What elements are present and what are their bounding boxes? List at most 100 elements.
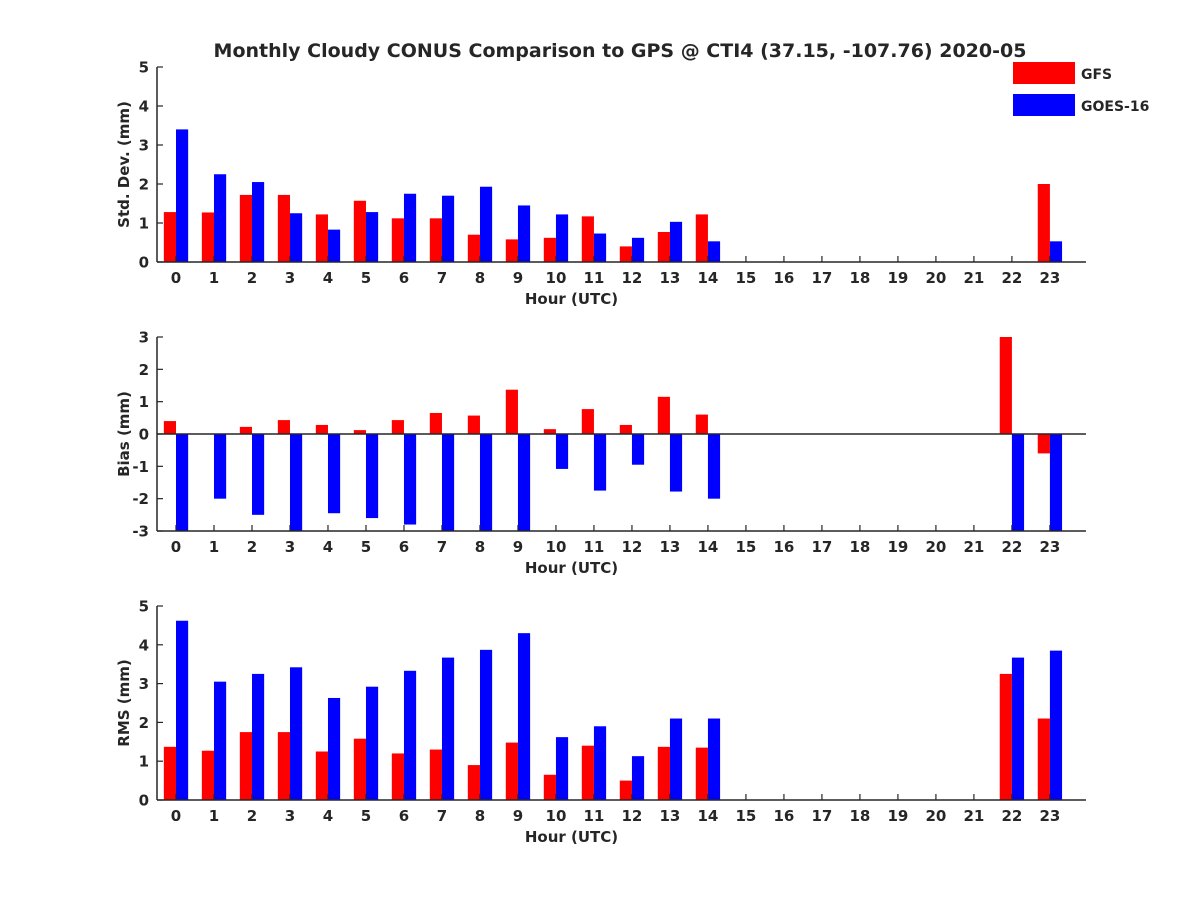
stddev-xtick-label: 12 <box>622 269 643 287</box>
rms-bar-gfs-7 <box>429 749 442 800</box>
bias-bar-goes16-1 <box>213 434 227 499</box>
bias-xtick-label: 22 <box>1001 538 1022 556</box>
stddev-xtick-label: 20 <box>925 269 946 287</box>
stddev-bar-goes16-11 <box>593 233 607 262</box>
rms-xtick-label: 4 <box>323 807 333 825</box>
stddev-xtick-label: 0 <box>171 269 181 287</box>
rms-bar-goes16-12 <box>631 756 645 800</box>
bias-bar-goes16-23 <box>1049 434 1063 531</box>
stddev-bar-gfs-13 <box>657 231 670 262</box>
bias-bar-gfs-22 <box>999 337 1012 434</box>
rms-bar-goes16-3 <box>289 667 303 800</box>
stddev-xtick-label: 11 <box>584 269 605 287</box>
stddev-xtick-label: 6 <box>399 269 409 287</box>
stddev-bar-gfs-7 <box>429 218 442 262</box>
bias-xtick-label: 16 <box>773 538 794 556</box>
rms-xtick-label: 5 <box>361 807 371 825</box>
bias-ytick-label: -1 <box>132 458 149 476</box>
rms-bar-gfs-14 <box>695 747 708 800</box>
rms-ylabel: RMS (mm) <box>115 659 133 746</box>
rms-xtick-label: 18 <box>849 807 870 825</box>
bias-xtick-label: 19 <box>887 538 908 556</box>
stddev-bar-gfs-5 <box>353 200 366 262</box>
stddev-xtick-label: 15 <box>735 269 756 287</box>
bias-ylabel: Bias (mm) <box>115 391 133 477</box>
rms-xtick-label: 3 <box>285 807 295 825</box>
bias-xtick-label: 15 <box>735 538 756 556</box>
bias-bar-gfs-10 <box>543 429 556 434</box>
stddev-xtick-label: 7 <box>437 269 447 287</box>
bias-xtick-label: 0 <box>171 538 181 556</box>
bias-ytick-label: -2 <box>132 490 149 508</box>
rms-xtick-label: 12 <box>622 807 643 825</box>
rms-bar-goes16-6 <box>403 670 417 800</box>
stddev-bar-gfs-10 <box>543 237 556 262</box>
bias-bar-gfs-23 <box>1037 434 1050 454</box>
rms-bar-goes16-0 <box>176 620 189 800</box>
bias-bar-gfs-7 <box>429 412 442 434</box>
rms-ytick-label: 3 <box>139 675 149 693</box>
stddev-ylabel: Std. Dev. (mm) <box>115 101 133 228</box>
rms-bar-gfs-0 <box>163 746 176 800</box>
rms-ytick-label: 1 <box>139 753 149 771</box>
bias-xtick-label: 3 <box>285 538 295 556</box>
bias-xtick-label: 21 <box>963 538 984 556</box>
rms-xtick-label: 22 <box>1001 807 1022 825</box>
stddev-ytick-label: 4 <box>139 98 149 116</box>
stddev-xtick-label: 14 <box>698 269 719 287</box>
legend: GFS GOES-16 <box>1013 62 1149 116</box>
stddev-bar-gfs-12 <box>619 246 632 262</box>
stddev-xtick-label: 8 <box>475 269 485 287</box>
rms-bar-gfs-2 <box>239 732 252 800</box>
rms-bar-gfs-10 <box>543 774 556 800</box>
bias-ytick-label: 2 <box>139 361 149 379</box>
bias-bar-goes16-11 <box>593 434 607 491</box>
stddev-bar-gfs-8 <box>467 234 480 262</box>
stddev-bar-goes16-9 <box>517 205 531 262</box>
stddev-xtick-label: 4 <box>323 269 333 287</box>
stddev-bar-gfs-9 <box>505 239 518 262</box>
bias-xtick-label: 6 <box>399 538 409 556</box>
stddev-xtick-label: 2 <box>247 269 257 287</box>
stddev-ytick-label: 3 <box>139 137 149 155</box>
rms-bar-goes16-7 <box>441 657 455 800</box>
stddev-xtick-label: 17 <box>811 269 832 287</box>
stddev-xtick-label: 10 <box>546 269 567 287</box>
bias-ytick-label: 1 <box>139 393 149 411</box>
bias-xtick-label: 7 <box>437 538 447 556</box>
rms-bar-goes16-4 <box>327 697 341 800</box>
stddev-bar-gfs-4 <box>315 214 328 262</box>
rms-bar-gfs-12 <box>619 780 632 800</box>
rms-xtick-label: 20 <box>925 807 946 825</box>
bias-bar-gfs-0 <box>163 421 176 434</box>
rms-xtick-label: 2 <box>247 807 257 825</box>
rms-bar-gfs-6 <box>391 753 404 800</box>
rms-ytick-label: 2 <box>139 714 149 732</box>
bias-bar-goes16-5 <box>365 434 379 519</box>
rms-bar-gfs-22 <box>999 673 1012 800</box>
bias-bar-goes16-22 <box>1011 434 1025 531</box>
rms-xtick-label: 14 <box>698 807 719 825</box>
bias-bar-gfs-4 <box>315 424 328 434</box>
rms-xtick-label: 23 <box>1039 807 1060 825</box>
stddev-bar-goes16-6 <box>403 193 417 262</box>
bias-bar-goes16-2 <box>251 434 265 515</box>
rms-xtick-label: 10 <box>546 807 567 825</box>
stddev-xtick-label: 19 <box>887 269 908 287</box>
stddev-bar-goes16-1 <box>213 174 227 262</box>
bias-bar-goes16-14 <box>707 434 721 499</box>
stddev-bar-gfs-23 <box>1037 184 1050 262</box>
rms-xtick-label: 6 <box>399 807 409 825</box>
rms-xtick-label: 13 <box>660 807 681 825</box>
stddev-xtick-label: 22 <box>1001 269 1022 287</box>
legend-swatch-goes16 <box>1013 94 1075 116</box>
stddev-bar-goes16-13 <box>669 221 683 262</box>
bias-ytick-label: -3 <box>132 523 149 541</box>
bias-bar-goes16-7 <box>441 434 455 531</box>
rms-xtick-label: 16 <box>773 807 794 825</box>
rms-ytick-label: 0 <box>139 792 149 810</box>
bias-bar-goes16-6 <box>403 434 417 525</box>
stddev-bar-goes16-14 <box>707 241 721 262</box>
bias-xtick-label: 8 <box>475 538 485 556</box>
